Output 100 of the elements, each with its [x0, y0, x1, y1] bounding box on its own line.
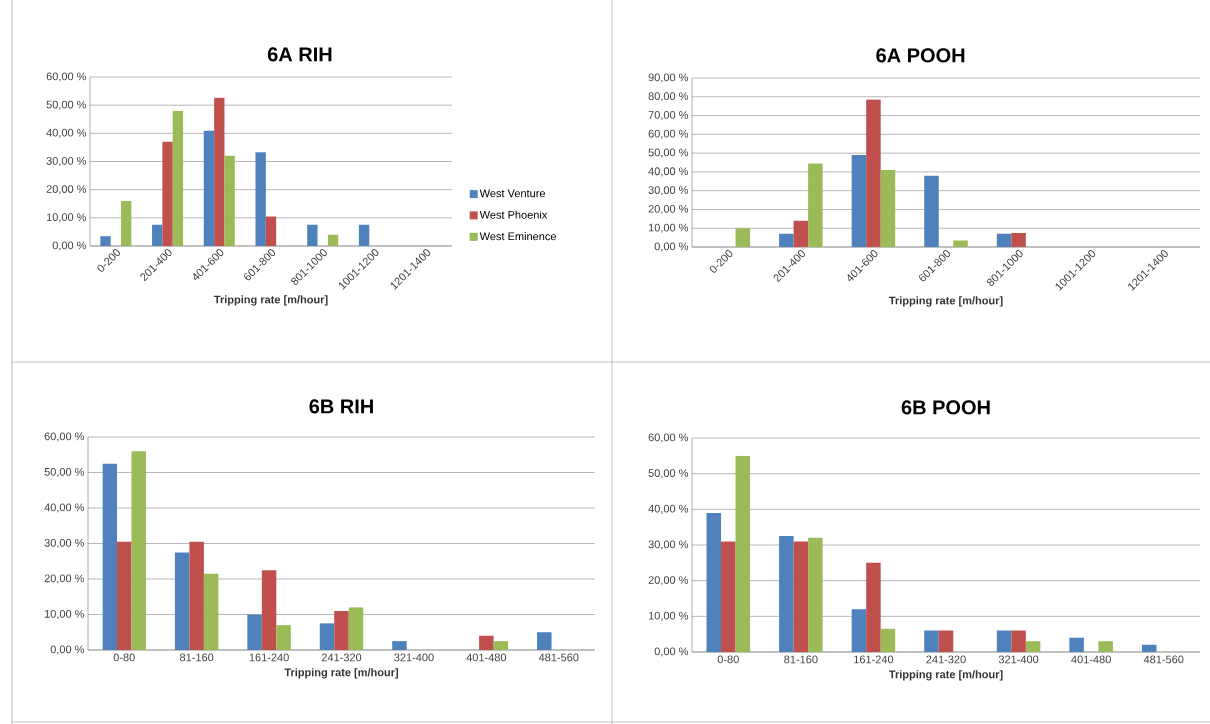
bar	[996, 630, 1012, 652]
bar	[808, 537, 823, 652]
y-tick-label: 40,00 %	[46, 128, 87, 138]
x-axis-title: Tripping rate [m/hour]	[284, 668, 399, 679]
x-tick-label: 401-480	[466, 653, 507, 662]
y-tick-label: 0,00 %	[654, 647, 689, 657]
chart-title: 6A POOH	[876, 48, 965, 63]
bar	[1141, 644, 1157, 652]
bar	[172, 110, 184, 246]
y-tick-label: 30,00 %	[46, 156, 87, 167]
bar	[996, 233, 1012, 247]
x-axis-title: Tripping rate [m/hour]	[213, 295, 328, 306]
bar	[866, 99, 881, 247]
y-tick-label: 50,00 %	[44, 467, 85, 478]
y-tick-label: 80,00 %	[648, 92, 689, 102]
y-tick-label: 30,00 %	[648, 540, 689, 550]
x-tick-label: 481-560	[1143, 655, 1184, 664]
y-tick-label: 50,00 %	[648, 469, 689, 479]
bar	[214, 97, 225, 246]
y-tick-label: 60,00 %	[44, 432, 85, 442]
x-axis-title: Tripping rate [m/hour]	[888, 296, 1003, 307]
bar	[880, 170, 896, 247]
y-tick-label: 40,00 %	[44, 503, 85, 513]
legend-label: West Venture	[479, 189, 546, 198]
y-tick-label: 20,00 %	[648, 204, 689, 214]
legend-label: West Eminence	[479, 232, 557, 241]
x-tick-label: 161-240	[249, 653, 289, 662]
bar	[327, 234, 339, 246]
bar	[189, 541, 204, 650]
bar	[261, 570, 277, 650]
y-tick-label: 60,00 %	[648, 433, 689, 443]
bar	[924, 630, 939, 652]
bar	[307, 224, 318, 246]
y-tick-label: 0,00 %	[50, 645, 85, 655]
y-tick-label: 50,00 %	[46, 100, 87, 110]
x-tick-label: 241-320	[321, 653, 362, 662]
chart-title: 6A RIH	[267, 47, 332, 62]
bar	[224, 155, 235, 246]
y-tick-label: 0,00 %	[52, 241, 87, 251]
bar	[851, 609, 867, 652]
bar	[1069, 637, 1084, 652]
bar	[319, 623, 335, 650]
bar	[255, 152, 266, 246]
bar	[779, 233, 794, 247]
y-tick-label: 40,00 %	[648, 504, 689, 514]
y-tick-label: 10,00 %	[648, 223, 689, 233]
y-tick-label: 10,00 %	[648, 611, 689, 621]
bar	[793, 541, 809, 652]
y-tick-label: 10,00 %	[44, 609, 85, 620]
y-tick-label: 40,00 %	[648, 167, 689, 177]
bar	[721, 541, 736, 652]
bar	[953, 240, 968, 247]
bar	[793, 220, 809, 247]
bar	[938, 630, 954, 652]
y-tick-label: 90,00 %	[648, 73, 689, 83]
x-tick-label: 321-400	[394, 653, 434, 662]
bar	[479, 635, 494, 650]
bar	[735, 455, 751, 652]
bar	[348, 607, 364, 650]
bar	[116, 541, 132, 650]
bar	[203, 573, 219, 650]
bar	[392, 641, 407, 650]
y-tick-label: 10,00 %	[46, 213, 87, 223]
bar	[1025, 641, 1041, 652]
bar	[735, 228, 751, 247]
bar	[866, 562, 881, 652]
y-tick-label: 20,00 %	[648, 576, 689, 586]
bar	[1011, 232, 1026, 247]
x-tick-label: 161-240	[854, 655, 894, 664]
bar	[131, 451, 146, 650]
x-axis-title: Tripping rate [m/hour]	[888, 670, 1003, 681]
y-tick-label: 60,00 %	[648, 129, 689, 139]
y-tick-label: 20,00 %	[44, 574, 85, 584]
y-tick-label: 30,00 %	[648, 186, 689, 196]
x-tick-label: 481-560	[538, 653, 579, 662]
chart-title: 6B POOH	[901, 400, 990, 415]
bar	[808, 163, 823, 247]
bar	[537, 632, 552, 650]
bar	[924, 175, 939, 247]
x-tick-label: 321-400	[998, 655, 1039, 664]
bar	[265, 216, 277, 246]
bar	[102, 463, 117, 650]
y-tick-label: 30,00 %	[44, 538, 85, 549]
x-tick-label: 81-160	[784, 655, 818, 664]
bar	[247, 614, 262, 650]
bar	[162, 141, 173, 246]
bar	[203, 130, 215, 246]
bar	[851, 154, 867, 247]
bar	[152, 224, 163, 246]
x-tick-label: 241-320	[926, 655, 966, 664]
bar	[100, 236, 111, 246]
bar	[1011, 630, 1026, 652]
y-tick-label: 20,00 %	[46, 185, 87, 195]
bar	[1098, 641, 1113, 652]
chart-title: 6B RIH	[309, 399, 373, 414]
bar	[880, 628, 896, 652]
y-tick-label: 50,00 %	[648, 148, 689, 158]
y-tick-label: 70,00 %	[648, 111, 689, 121]
bar	[358, 224, 370, 246]
bar	[276, 625, 291, 650]
